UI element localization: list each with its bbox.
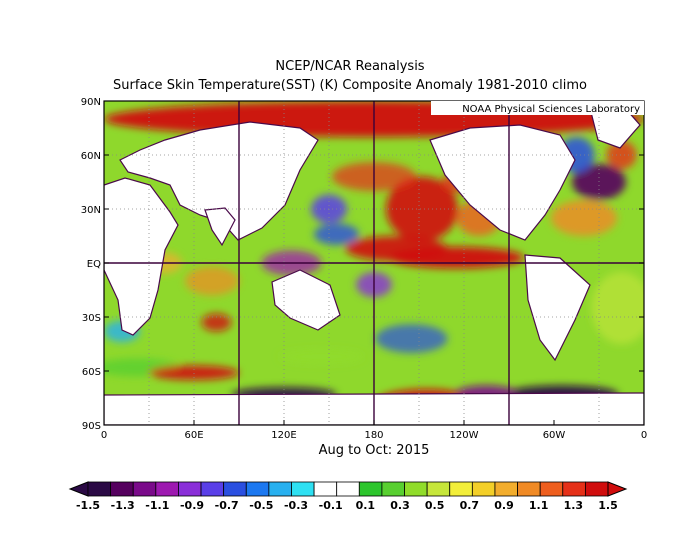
colorbar-swatch xyxy=(110,481,134,497)
colorbar-swatch xyxy=(494,481,518,497)
anomaly-region-2 xyxy=(386,176,458,242)
grid-lines xyxy=(104,101,644,425)
colorbar-max-arrow xyxy=(607,481,628,497)
lon-tick-label: 120W xyxy=(450,430,479,441)
colorbar-swatch xyxy=(449,481,473,497)
lon-tick-label: 0 xyxy=(641,430,647,441)
colorbar-swatch xyxy=(471,481,496,497)
title-line-1: NCEP/NCAR Reanalysis xyxy=(275,59,425,74)
colorbar-swatch xyxy=(358,481,383,497)
credit-box: NOAA Physical Sciences Laboratory xyxy=(431,101,644,115)
colorbar-swatch xyxy=(517,481,541,497)
anomaly-region-20 xyxy=(551,200,617,236)
colorbar-swatch xyxy=(404,481,428,497)
lat-tick-label: EQ xyxy=(87,259,101,270)
colorbar-min-arrow xyxy=(68,481,89,497)
colorbar-label: 0.3 xyxy=(390,499,410,512)
anomaly-region-9 xyxy=(201,313,232,332)
colorbar-swatch xyxy=(87,481,112,497)
colorbar-swatch xyxy=(539,481,564,497)
anomaly-region-26 xyxy=(591,272,644,344)
colorbar-swatch xyxy=(336,481,360,497)
colorbar-label: 1.3 xyxy=(564,499,584,512)
colorbar-swatch xyxy=(313,481,338,497)
anomaly-region-1 xyxy=(389,246,524,269)
lon-tick-label: 60E xyxy=(184,430,203,441)
colorbar-swatch xyxy=(291,481,315,497)
australia-landmass xyxy=(271,269,341,331)
date-range-label: Aug to Oct: 2015 xyxy=(318,443,430,458)
lon-tick-label: 180 xyxy=(364,430,383,441)
lon-tick-label: 60W xyxy=(543,430,566,441)
credit-text: NOAA Physical Sciences Laboratory xyxy=(462,104,640,115)
colorbar-swatch xyxy=(562,481,586,497)
colorbar-label: -1.1 xyxy=(145,499,169,512)
colorbar: -1.5 -1.3 -1.1 -0.9 -0.7 -0.5 -0.3 -0.1 0.1 0.3 0.… xyxy=(68,481,628,512)
africa-landmass xyxy=(104,177,179,336)
colorbar-swatch xyxy=(268,481,292,497)
north-america-landmass xyxy=(429,124,576,241)
lat-tick-label: 30N xyxy=(81,205,101,216)
anomaly-region-8 xyxy=(185,266,239,296)
anomaly-region-5 xyxy=(314,223,359,245)
lat-tick-label: 30S xyxy=(82,313,101,324)
colorbar-swatch xyxy=(426,481,451,497)
colorbar-label: -0.9 xyxy=(180,499,204,512)
title-line-2: Surface Skin Temperature(SST) (K) Compos… xyxy=(113,78,587,93)
colorbar-label: -1.5 xyxy=(76,499,100,512)
colorbar-swatch xyxy=(245,481,270,497)
anomaly-region-14 xyxy=(375,324,448,353)
colorbar-label: 0.7 xyxy=(460,499,480,512)
lat-tick-label: 90S xyxy=(82,421,101,432)
colorbar-label: -0.1 xyxy=(319,499,343,512)
colorbar-label: 0.5 xyxy=(425,499,445,512)
colorbar-label: -0.3 xyxy=(284,499,308,512)
colorbar-label: -0.7 xyxy=(215,499,239,512)
anomaly-region-13 xyxy=(279,349,364,364)
colorbar-swatch xyxy=(381,481,405,497)
india-landmass xyxy=(204,207,236,247)
colorbar-label: 0.1 xyxy=(356,499,376,512)
lon-tick-label: 0 xyxy=(101,430,107,441)
colorbar-label: 0.9 xyxy=(494,499,514,512)
colorbar-label: -1.3 xyxy=(111,499,135,512)
anomaly-region-12 xyxy=(149,365,239,380)
lat-tick-label: 60N xyxy=(81,151,101,162)
colorbar-label: -0.5 xyxy=(249,499,273,512)
colorbar-swatch xyxy=(132,481,157,497)
lon-tick-label: 120E xyxy=(271,430,296,441)
colorbar-swatch xyxy=(178,481,202,497)
colorbar-label: 1.1 xyxy=(529,499,549,512)
eurasia-landmass xyxy=(119,121,319,241)
colorbar-label: 1.5 xyxy=(598,499,618,512)
colorbar-swatch xyxy=(584,481,609,497)
colorbar-swatch xyxy=(200,481,225,497)
colorbar-swatch xyxy=(223,481,247,497)
lat-tick-label: 60S xyxy=(82,367,101,378)
colorbar-swatch xyxy=(155,481,179,497)
anomaly-region-22 xyxy=(606,140,637,170)
lat-tick-label: 90N xyxy=(81,97,101,108)
